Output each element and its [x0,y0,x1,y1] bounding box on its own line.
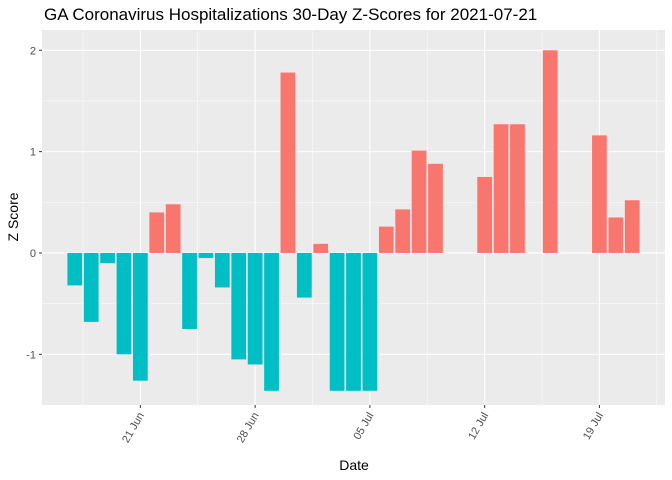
bar [510,124,525,253]
x-tick-label: 28 Jun [235,411,262,446]
bar [329,252,345,391]
bar [378,226,394,253]
bar [67,252,83,286]
bar [346,252,361,391]
bar [198,252,214,259]
bar [477,176,493,253]
bar [83,252,99,322]
bar [493,124,509,253]
bar [280,72,296,253]
bar [428,163,443,253]
x-tick-label: 19 Jul [581,411,606,442]
y-tick-label: 0 [30,248,36,260]
bar [214,252,230,288]
bar [247,252,263,365]
x-tick-label: 21 Jun [120,411,147,446]
bar [296,252,312,298]
bar [395,209,411,253]
bar [592,135,607,253]
x-tick-label: 05 Jul [351,411,376,442]
bar [116,252,132,355]
bar [362,252,378,391]
x-axis-title: Date [339,457,369,473]
x-tick-label: 12 Jul [466,411,491,442]
bar [411,150,427,253]
bar [608,217,624,253]
bar [313,243,329,253]
chart-title: GA Coronavirus Hospitalizations 30-Day Z… [44,5,537,24]
y-tick-label: 1 [30,147,36,159]
y-tick-label: -1 [26,349,36,361]
y-tick-label: 2 [30,45,36,57]
bar [542,50,558,253]
bar [149,212,165,253]
bar [132,252,148,381]
bar [231,252,247,360]
bar [100,252,115,264]
bar [624,200,640,253]
bar [264,252,279,391]
y-axis-title: Z Score [5,192,21,241]
bar [182,252,197,329]
bar [165,204,181,253]
